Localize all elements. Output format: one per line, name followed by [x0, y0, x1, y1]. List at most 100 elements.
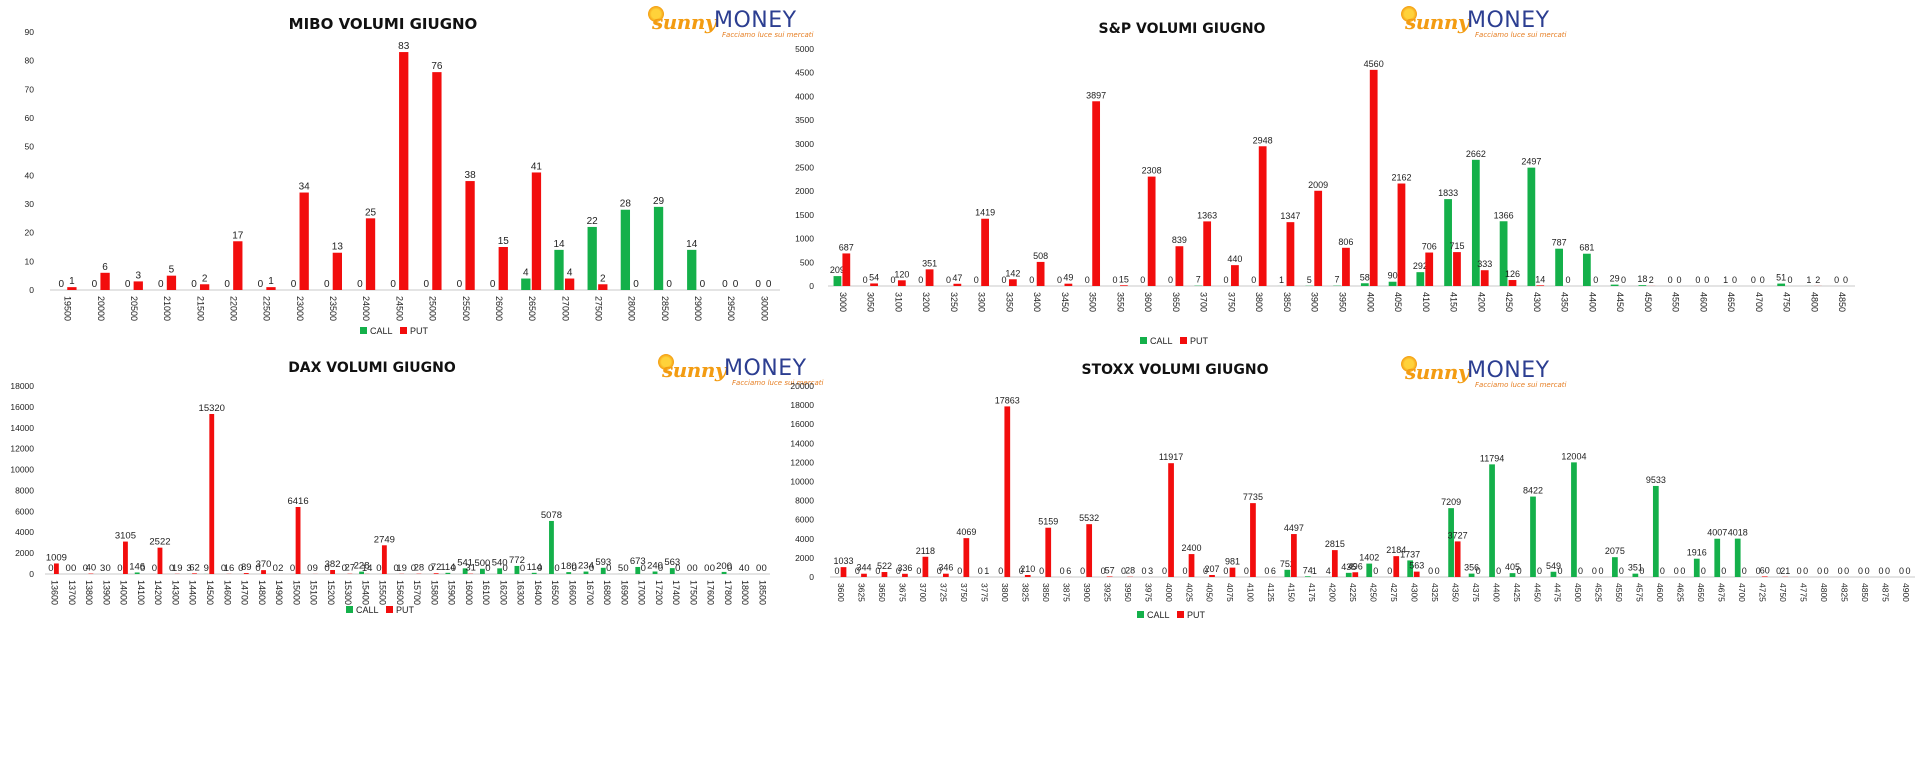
- legend-swatch-put: [1180, 337, 1187, 344]
- sun-icon: [1401, 6, 1417, 22]
- bar-call: [554, 249, 564, 290]
- data-label: 4497: [1284, 523, 1304, 533]
- data-label: 3: [135, 270, 141, 281]
- data-label: 4560: [1364, 59, 1384, 69]
- x-tick-label: 14900: [274, 580, 284, 605]
- data-label: 0: [1677, 275, 1682, 285]
- x-tick-label: 13800: [84, 580, 94, 605]
- x-tick-label: 4775: [1798, 583, 1808, 602]
- data-label: 146: [129, 561, 145, 572]
- data-label: 1402: [1359, 553, 1379, 563]
- bar-put: [943, 573, 949, 577]
- x-tick-label: 3800: [1000, 583, 1010, 602]
- sun-icon: [648, 6, 664, 22]
- x-tick-label: 3950: [1338, 292, 1348, 312]
- data-label: 0: [1001, 275, 1006, 285]
- data-label: 18: [1637, 274, 1647, 284]
- x-tick-label: 4050: [1393, 292, 1403, 312]
- y-tick-label: 3500: [795, 115, 814, 125]
- bar-call: [1582, 253, 1591, 286]
- chart-panel-stoxx: STOXX VOLUMI GIUGNO 0 2000 4000 6000 8000 1000…: [780, 350, 1920, 771]
- data-label: 351: [922, 258, 937, 268]
- x-tick-label: 4200: [1328, 583, 1338, 602]
- data-label: 0: [1140, 275, 1145, 285]
- y-tick-label: 18000: [10, 381, 34, 391]
- data-label: 14: [1535, 274, 1545, 284]
- bar-call: [1304, 576, 1311, 577]
- data-label: 0: [916, 566, 921, 576]
- bar-put: [1147, 176, 1156, 286]
- data-label: 3105: [115, 531, 136, 542]
- bar-put: [1453, 252, 1461, 286]
- bar-put: [1045, 527, 1052, 577]
- data-label: 0: [918, 275, 923, 285]
- data-label: 0: [1843, 275, 1848, 285]
- x-tick-label: 3625: [857, 583, 867, 602]
- x-tick-label: 3300: [977, 292, 987, 312]
- data-label: 0: [92, 279, 98, 290]
- data-label: 3: [1148, 566, 1153, 576]
- bar-call: [1612, 557, 1618, 577]
- data-label: 29: [1610, 274, 1620, 284]
- data-label: 0: [490, 279, 496, 290]
- x-tick-label: 4300: [1532, 292, 1542, 312]
- bar-put: [1314, 190, 1323, 286]
- x-tick-label: 4250: [1369, 583, 1379, 602]
- bar-call: [1527, 167, 1536, 286]
- bar-call: [721, 571, 727, 574]
- data-label: 0: [1373, 566, 1378, 576]
- bar-put: [330, 570, 335, 574]
- bar-put: [1004, 406, 1011, 577]
- sunny-money-logo: sunny MONEY Facciamo luce sui mercati: [1401, 356, 1575, 392]
- y-tick-label: 4000: [15, 527, 34, 537]
- data-label: 1: [1806, 275, 1811, 285]
- logo-tagline: Facciamo luce sui mercati: [732, 379, 824, 387]
- y-tick-label: 90: [25, 27, 35, 37]
- data-label: 54: [869, 272, 879, 282]
- data-label: 21: [1780, 566, 1790, 576]
- data-label: 0: [1838, 566, 1843, 576]
- y-tick-label: 16000: [10, 402, 34, 412]
- y-tick-label: 3000: [795, 139, 814, 149]
- data-label: 0: [65, 563, 70, 574]
- data-label: 31: [465, 563, 476, 574]
- x-tick-label: 4600: [1698, 292, 1708, 312]
- data-label: 0: [1251, 275, 1256, 285]
- data-label: 0: [633, 279, 639, 290]
- data-label: 2815: [1325, 539, 1345, 549]
- bar-call: [1360, 283, 1369, 286]
- data-label: 0: [224, 279, 230, 290]
- x-tick-label: 3100: [893, 292, 903, 312]
- x-tick-label: 15600: [395, 580, 405, 605]
- data-label: 0: [946, 275, 951, 285]
- data-label: 6: [102, 262, 108, 273]
- data-label: 500: [474, 558, 490, 569]
- data-label: 2: [1649, 275, 1654, 285]
- data-label: 0: [641, 563, 646, 574]
- data-label: 58: [1360, 272, 1370, 282]
- data-label: 0: [1142, 566, 1147, 576]
- y-tick-label: 1000: [795, 234, 814, 244]
- legend: CALL PUT: [1137, 610, 1206, 620]
- y-tick-label: 12000: [790, 457, 814, 467]
- bar-call: [1632, 573, 1639, 577]
- data-label: 681: [1579, 243, 1594, 253]
- data-label: 0: [1619, 566, 1624, 576]
- bar-put: [432, 72, 442, 290]
- data-label: 0: [666, 279, 672, 290]
- data-label: 382: [325, 559, 341, 570]
- bar-put: [1369, 69, 1378, 286]
- data-label: 0: [393, 563, 398, 574]
- data-label: 0: [376, 563, 381, 574]
- data-label: 0: [1496, 566, 1501, 576]
- legend-label-call: CALL: [356, 605, 379, 615]
- bar-put: [1342, 247, 1350, 286]
- bar-call: [1555, 248, 1563, 286]
- data-label: 0: [692, 563, 697, 574]
- data-label: 0: [1668, 275, 1673, 285]
- data-label: 2497: [1521, 157, 1541, 167]
- bar-call: [669, 568, 675, 574]
- data-label: 209: [830, 265, 845, 275]
- data-label: 6: [1066, 566, 1071, 576]
- legend-swatch-put: [386, 606, 393, 613]
